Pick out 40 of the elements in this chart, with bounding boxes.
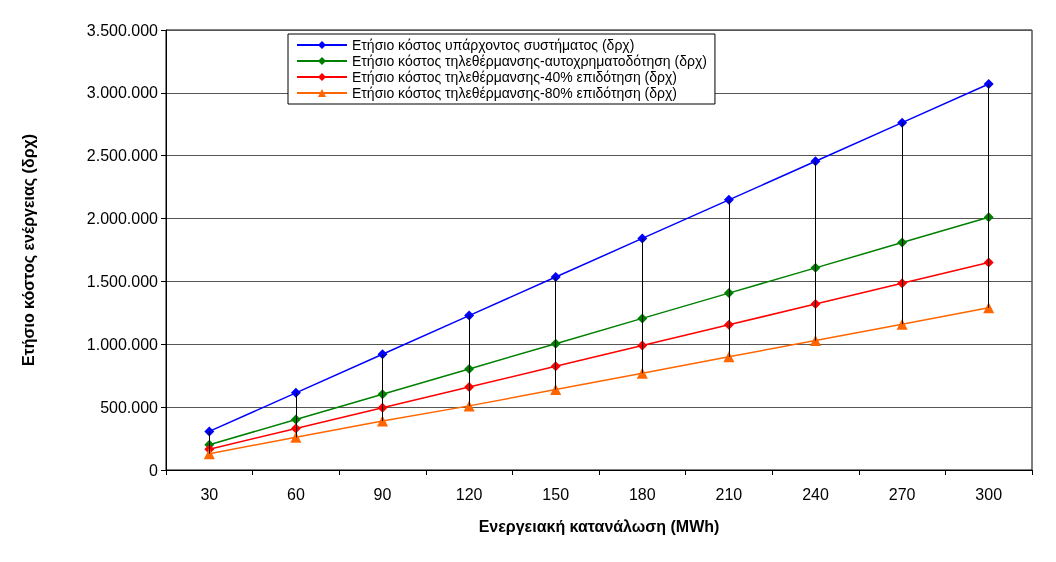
point	[290, 387, 301, 398]
legend-label: Ετήσιο κόστος τηλεθέρμανσης-αυτοχρηματοδότηση (δρχ)	[352, 53, 707, 69]
point	[550, 272, 561, 283]
point	[897, 117, 908, 128]
y-tick-label: 2.000.000	[86, 210, 159, 228]
legend-label: Ετήσιο κόστος υπάρχοντος συστήματος (δρχ)	[352, 37, 635, 53]
y-tick-label: 500.000	[100, 398, 159, 416]
point	[290, 431, 302, 443]
x-tick-label: 240	[802, 485, 829, 503]
point	[550, 384, 562, 396]
y-axis-title: Ετήσιο κόστος ενέργειας (δρχ)	[19, 133, 38, 367]
legend-label: Ετήσιο κόστος τηλεθέρμανσης-80% επιδότηση (δρχ)	[352, 85, 678, 101]
y-tick-label: 1.000.000	[86, 335, 159, 353]
x-tick-label: 300	[975, 485, 1003, 503]
x-tick-label: 180	[628, 485, 656, 503]
y-tick-label: 1.500.000	[86, 272, 159, 290]
x-tick-label: 90	[373, 485, 392, 503]
point	[983, 79, 994, 90]
x-axis-title: Ενεργειακή κατανάλωση (MWh)	[478, 517, 720, 535]
y-tick-label: 3.500.000	[86, 21, 159, 39]
x-tick-label: 270	[888, 485, 916, 503]
point	[464, 310, 475, 321]
legend-label: Ετήσιο κόστος τηλεθέρμανσης-40% επιδότηση (δρχ)	[352, 69, 678, 85]
x-tick-label: 210	[715, 485, 743, 503]
point	[896, 318, 908, 330]
y-tick-label: 2.500.000	[86, 147, 159, 165]
x-tick-label: 150	[542, 485, 570, 503]
point	[204, 426, 215, 437]
x-tick-label: 30	[200, 485, 219, 503]
y-tick-label: 0	[149, 461, 159, 479]
point	[637, 233, 648, 244]
point	[810, 335, 821, 347]
x-tick-label: 120	[455, 485, 483, 503]
point	[723, 194, 734, 205]
point	[810, 156, 821, 167]
point	[377, 349, 388, 360]
point	[636, 367, 648, 379]
y-tick-label: 3.000.000	[86, 84, 159, 102]
point	[377, 415, 388, 427]
x-tick-label: 60	[287, 485, 305, 503]
